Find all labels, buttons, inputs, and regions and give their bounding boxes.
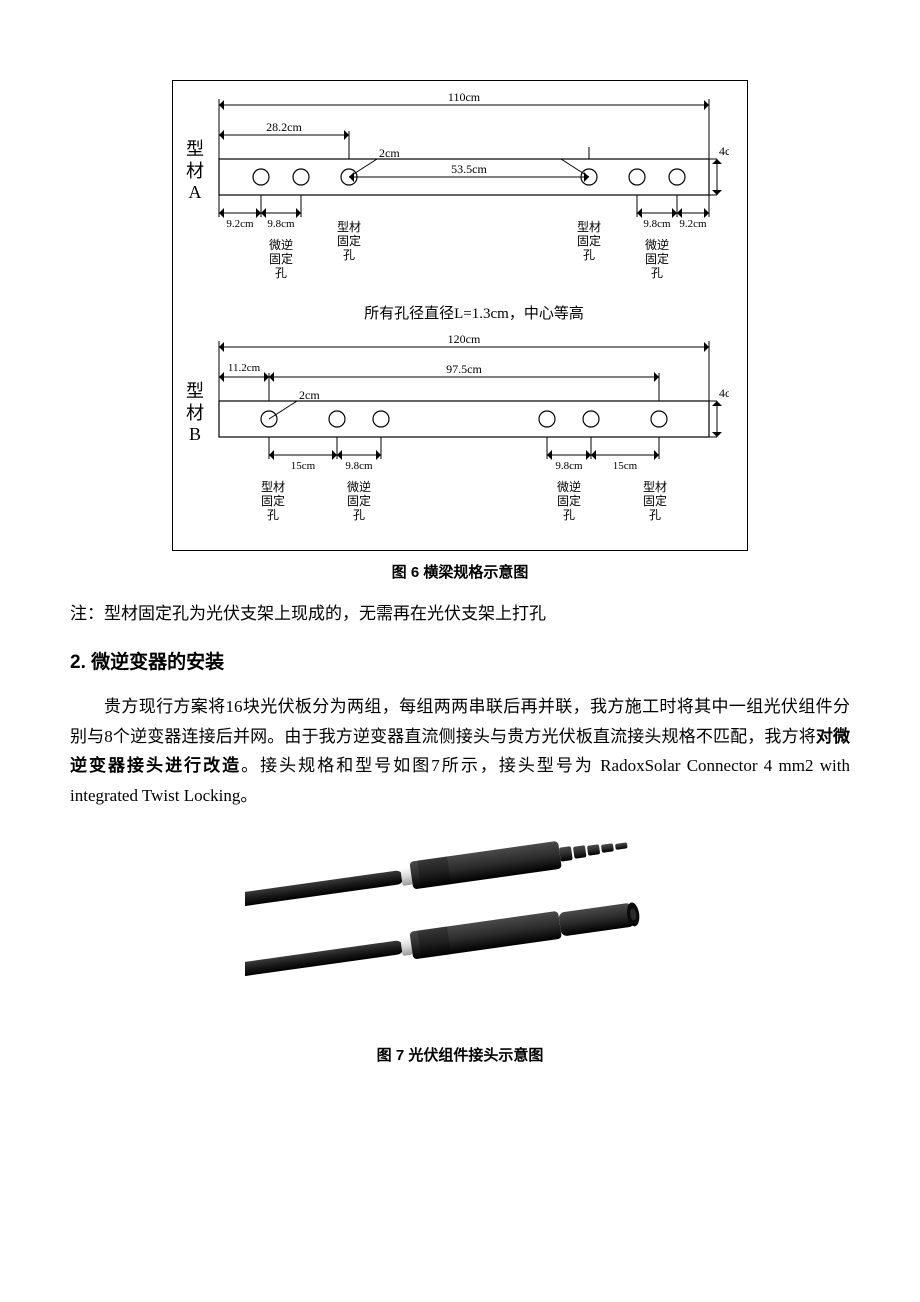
svg-text:2cm: 2cm <box>299 388 320 402</box>
svg-text:固定: 固定 <box>643 493 667 508</box>
svg-text:4cm: 4cm <box>719 386 729 400</box>
profile-a-block: 型 材 A 110cm 28.2cm 2cm 53.5cm 4cm 9.2cm 9.8cm 9… <box>181 91 739 296</box>
note-line: 注：型材固定孔为光伏支架上现成的，无需再在光伏支架上打孔 <box>70 600 850 629</box>
svg-text:9.8cm: 9.8cm <box>267 218 295 230</box>
svg-text:型材: 型材 <box>577 220 601 234</box>
svg-text:97.5cm: 97.5cm <box>446 362 482 376</box>
svg-text:型材: 型材 <box>643 480 667 494</box>
svg-text:15cm: 15cm <box>613 460 638 472</box>
svg-text:孔: 孔 <box>651 266 663 280</box>
svg-text:微逆: 微逆 <box>269 237 293 252</box>
svg-text:固定: 固定 <box>577 233 601 248</box>
connector-photo <box>245 829 675 1034</box>
svg-text:9.8cm: 9.8cm <box>345 460 373 472</box>
svg-text:孔: 孔 <box>583 248 595 262</box>
section-2-paragraph: 贵方现行方案将16块光伏板分为两组，每组两两串联后再并联，我方施工时将其中一组光… <box>70 692 850 811</box>
profile-a-svg: 110cm 28.2cm 2cm 53.5cm 4cm 9.2cm 9.8cm 9.8cm 9.… <box>209 91 729 291</box>
svg-text:孔: 孔 <box>563 508 575 522</box>
svg-text:9.2cm: 9.2cm <box>679 218 707 230</box>
section-2-heading: 2. 微逆变器的安装 <box>70 647 850 674</box>
svg-text:固定: 固定 <box>337 233 361 248</box>
diagram-center-note: 所有孔径直径L=1.3cm，中心等高 <box>181 302 739 323</box>
svg-text:孔: 孔 <box>343 248 355 262</box>
svg-text:固定: 固定 <box>347 493 371 508</box>
svg-text:固定: 固定 <box>261 493 285 508</box>
svg-text:孔: 孔 <box>267 508 279 522</box>
profile-b-block: 型 材 B 120cm 11.2cm 97.5cm 2cm 4cm 15cm 9.8cm 9.… <box>181 333 739 538</box>
svg-text:53.5cm: 53.5cm <box>451 162 487 176</box>
figure-6-caption: 图 6 横梁规格示意图 <box>70 561 850 582</box>
svg-text:15cm: 15cm <box>291 460 316 472</box>
svg-text:型材: 型材 <box>337 220 361 234</box>
svg-text:11.2cm: 11.2cm <box>228 362 261 374</box>
svg-text:2cm: 2cm <box>379 146 400 160</box>
svg-text:孔: 孔 <box>353 508 365 522</box>
svg-text:28.2cm: 28.2cm <box>266 120 302 134</box>
para2-part-a: 贵方现行方案将16块光伏板分为两组，每组两两串联后再并联，我方施工时将其中一组光… <box>70 697 850 746</box>
svg-text:9.8cm: 9.8cm <box>555 460 583 472</box>
svg-text:固定: 固定 <box>269 251 293 266</box>
svg-text:4cm: 4cm <box>719 144 729 158</box>
profile-b-label: 型 材 B <box>181 333 209 446</box>
svg-text:固定: 固定 <box>645 251 669 266</box>
svg-text:型材: 型材 <box>261 480 285 494</box>
svg-text:微逆: 微逆 <box>347 479 371 494</box>
profile-a-svg-wrap: 110cm 28.2cm 2cm 53.5cm 4cm 9.2cm 9.8cm 9.8cm 9.… <box>209 91 739 296</box>
svg-text:孔: 孔 <box>649 508 661 522</box>
svg-text:9.8cm: 9.8cm <box>643 218 671 230</box>
svg-text:孔: 孔 <box>275 266 287 280</box>
profile-b-svg-wrap: 120cm 11.2cm 97.5cm 2cm 4cm 15cm 9.8cm 9.8cm 15c… <box>209 333 739 538</box>
profile-a-label: 型 材 A <box>181 91 209 204</box>
svg-text:微逆: 微逆 <box>645 237 669 252</box>
svg-text:9.2cm: 9.2cm <box>226 218 254 230</box>
svg-text:固定: 固定 <box>557 493 581 508</box>
svg-text:微逆: 微逆 <box>557 479 581 494</box>
connector-svg <box>245 829 675 1029</box>
svg-text:110cm: 110cm <box>448 91 481 104</box>
profile-b-svg: 120cm 11.2cm 97.5cm 2cm 4cm 15cm 9.8cm 9.8cm 15c… <box>209 333 729 533</box>
svg-text:120cm: 120cm <box>448 333 481 346</box>
beam-diagram: 型 材 A 110cm 28.2cm 2cm 53.5cm 4cm 9.2cm 9.8cm 9… <box>172 80 748 551</box>
figure-7-caption: 图 7 光伏组件接头示意图 <box>70 1044 850 1065</box>
